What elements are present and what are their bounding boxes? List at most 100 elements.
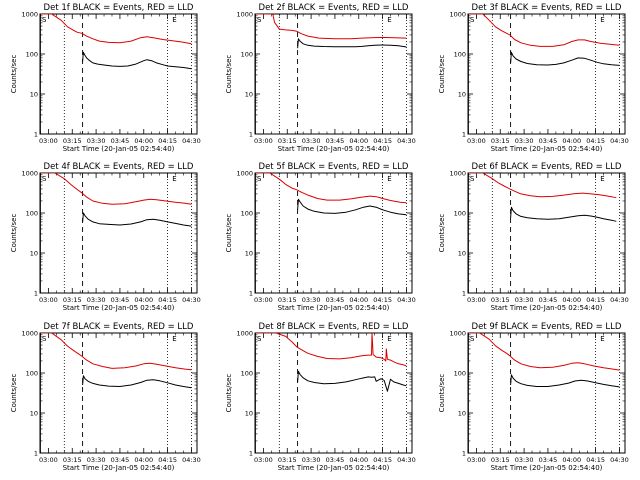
x-tick-label: 03:45: [326, 296, 345, 304]
marker-s: S: [470, 16, 475, 24]
x-tick-label: 04:30: [610, 456, 629, 464]
y-tick-label: 1: [462, 450, 466, 458]
x-tick-label: 04:15: [586, 296, 605, 304]
panel-8: Det 8f BLACK = Events, RED = LLD 1 10 100 10…: [225, 322, 416, 472]
x-axis-label: Start Time (20-Jan-05 02:54:40): [278, 145, 390, 153]
x-tick-label: 04:30: [610, 137, 629, 145]
x-tick-label: 03:45: [111, 137, 130, 145]
lld-series-line: [255, 14, 407, 40]
x-tick-label: 03:15: [491, 296, 510, 304]
y-tick-label: 1000: [236, 330, 253, 338]
x-axis-label: Start Time (20-Jan-05 02:54:40): [278, 464, 390, 472]
lld-series-line: [468, 14, 620, 47]
x-tick-label: 03:00: [467, 137, 486, 145]
x-tick-label: 04:30: [397, 456, 416, 464]
y-tick-label: 100: [241, 51, 253, 59]
y-axis-label: Counts/sec: [10, 374, 18, 413]
panel-title: Det 3f BLACK = Events, RED = LLD: [472, 3, 622, 13]
x-tick-label: 03:30: [302, 296, 321, 304]
y-axis-label: Counts/sec: [438, 55, 446, 94]
y-tick-label: 1: [462, 290, 466, 298]
x-tick-label: 03:00: [254, 137, 273, 145]
x-tick-label: 03:00: [39, 456, 58, 464]
y-axis-label: Counts/sec: [10, 55, 18, 94]
x-tick-label: 03:00: [467, 456, 486, 464]
y-tick-label: 1000: [449, 330, 466, 338]
y-tick-label: 1000: [236, 170, 253, 178]
x-tick-label: 04:30: [610, 296, 629, 304]
marker-s: S: [257, 16, 262, 24]
x-tick-label: 03:00: [39, 137, 58, 145]
y-tick-label: 10: [30, 91, 38, 99]
x-tick-label: 04:30: [182, 137, 201, 145]
x-tick-label: 04:15: [586, 137, 605, 145]
plot-frame: [39, 13, 198, 135]
marker-s: S: [42, 16, 47, 24]
x-tick-label: 03:15: [63, 456, 82, 464]
marker-e: E: [387, 335, 391, 343]
x-tick-label: 03:15: [278, 137, 297, 145]
x-tick-label: 03:15: [278, 456, 297, 464]
x-tick-label: 04:00: [349, 137, 368, 145]
panel-2: Det 2f BLACK = Events, RED = LLD 1 10 100 10…: [225, 3, 416, 153]
lld-series-line: [40, 14, 192, 45]
y-axis-label: Counts/sec: [225, 214, 233, 253]
y-tick-label: 1: [249, 290, 253, 298]
marker-e: E: [172, 175, 176, 183]
x-tick-label: 04:30: [182, 456, 201, 464]
plot-frame: [39, 172, 198, 294]
x-tick-label: 03:30: [302, 137, 321, 145]
events-series-line: [510, 206, 617, 222]
y-tick-label: 1000: [449, 11, 466, 19]
panel-title: Det 1f BLACK = Events, RED = LLD: [44, 3, 194, 13]
panel-title: Det 5f BLACK = Events, RED = LLD: [259, 162, 409, 172]
y-tick-label: 10: [30, 410, 38, 418]
plot-frame: [254, 13, 413, 135]
y-axis-label: Counts/sec: [225, 374, 233, 413]
x-tick-label: 04:15: [158, 137, 177, 145]
y-tick-label: 1000: [449, 170, 466, 178]
y-axis-label: Counts/sec: [225, 55, 233, 94]
events-series-line: [297, 38, 407, 49]
x-tick-label: 03:45: [111, 456, 130, 464]
x-tick-label: 03:30: [515, 296, 534, 304]
marker-e: E: [600, 335, 604, 343]
x-tick-label: 04:00: [349, 456, 368, 464]
x-tick-label: 03:45: [326, 137, 345, 145]
x-tick-label: 04:15: [373, 456, 392, 464]
x-tick-label: 03:15: [63, 296, 82, 304]
x-tick-label: 03:30: [87, 456, 106, 464]
y-tick-label: 10: [245, 250, 253, 258]
marker-e: E: [387, 175, 391, 183]
x-tick-label: 04:00: [349, 296, 368, 304]
y-tick-label: 100: [454, 51, 466, 59]
events-series-line: [510, 374, 620, 388]
y-tick-label: 10: [245, 410, 253, 418]
y-tick-label: 1000: [21, 11, 38, 19]
lld-series-line: [40, 333, 192, 371]
plot-frame: [467, 172, 626, 294]
x-tick-label: 04:15: [373, 137, 392, 145]
y-axis-label: Counts/sec: [10, 214, 18, 253]
y-tick-label: 100: [26, 210, 38, 218]
marker-s: S: [257, 335, 262, 343]
x-tick-label: 03:00: [254, 296, 273, 304]
panel-title: Det 4f BLACK = Events, RED = LLD: [44, 162, 194, 172]
plot-frame: [39, 332, 198, 454]
marker-s: S: [42, 335, 47, 343]
x-axis-label: Start Time (20-Jan-05 02:54:40): [63, 304, 175, 312]
y-tick-label: 1: [249, 131, 253, 139]
x-tick-label: 03:30: [515, 137, 534, 145]
events-series-line: [297, 198, 407, 216]
marker-e: E: [172, 16, 176, 24]
panel-title: Det 7f BLACK = Events, RED = LLD: [44, 322, 194, 332]
y-tick-label: 1: [462, 131, 466, 139]
y-tick-label: 1: [249, 450, 253, 458]
y-tick-label: 1: [34, 131, 38, 139]
marker-e: E: [600, 175, 604, 183]
x-tick-label: 04:15: [158, 456, 177, 464]
x-tick-label: 03:45: [111, 296, 130, 304]
lld-series-line: [255, 173, 407, 204]
events-series-line: [297, 370, 407, 392]
